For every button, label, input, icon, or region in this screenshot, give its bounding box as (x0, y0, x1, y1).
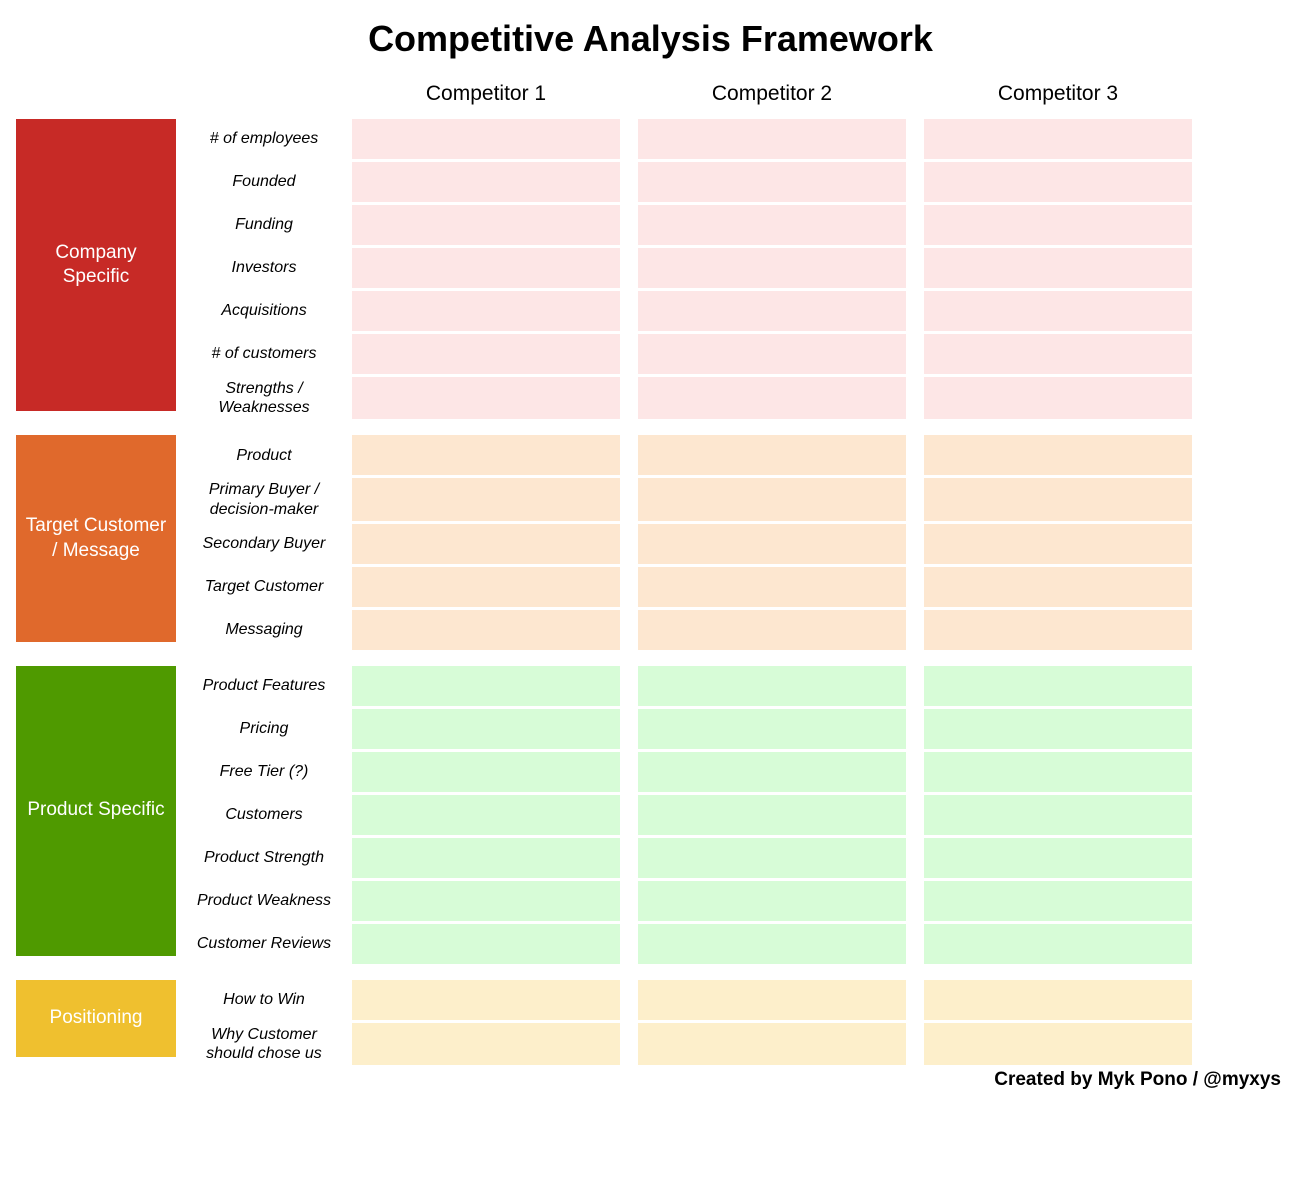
data-cell[interactable] (924, 291, 1192, 331)
row-label: Free Tier (?) (194, 752, 334, 792)
row-label: Strengths / Weaknesses (194, 377, 334, 419)
data-cell[interactable] (352, 524, 620, 564)
data-cell[interactable] (638, 435, 906, 475)
data-cell[interactable] (352, 435, 620, 475)
data-cell[interactable] (638, 795, 906, 835)
row-label: Founded (194, 162, 334, 202)
data-cell[interactable] (352, 795, 620, 835)
row-label: Product (194, 435, 334, 475)
data-cell[interactable] (638, 567, 906, 607)
data-cell[interactable] (352, 119, 620, 159)
data-cell[interactable] (924, 709, 1192, 749)
data-cell[interactable] (352, 291, 620, 331)
data-cell[interactable] (352, 838, 620, 878)
data-cell[interactable] (352, 666, 620, 706)
data-cell[interactable] (352, 610, 620, 650)
row-label: Why Customer should chose us (194, 1023, 334, 1065)
data-cell[interactable] (924, 478, 1192, 520)
data-cell[interactable] (638, 334, 906, 374)
data-cell[interactable] (924, 795, 1192, 835)
data-cell[interactable] (352, 881, 620, 921)
data-cell[interactable] (924, 524, 1192, 564)
row-label: Acquisitions (194, 291, 334, 331)
data-cell[interactable] (352, 162, 620, 202)
data-cell[interactable] (924, 377, 1192, 419)
data-cell[interactable] (352, 334, 620, 374)
data-cell[interactable] (638, 524, 906, 564)
data-cell[interactable] (638, 666, 906, 706)
data-cell[interactable] (352, 752, 620, 792)
data-cell[interactable] (352, 709, 620, 749)
data-cell[interactable] (638, 478, 906, 520)
data-cell[interactable] (638, 162, 906, 202)
row-label: # of customers (194, 334, 334, 374)
data-cell[interactable] (638, 291, 906, 331)
data-cell[interactable] (924, 119, 1192, 159)
row-label: Primary Buyer / decision-maker (194, 478, 334, 520)
data-cell[interactable] (352, 567, 620, 607)
data-cell[interactable] (638, 709, 906, 749)
data-cell[interactable] (638, 980, 906, 1020)
data-cell[interactable] (352, 980, 620, 1020)
data-cell[interactable] (638, 881, 906, 921)
row-label: Messaging (194, 610, 334, 650)
data-cell[interactable] (924, 610, 1192, 650)
row-label: Customer Reviews (194, 924, 334, 964)
competitor-header-1: Competitor 1 (352, 78, 620, 116)
row-label: Funding (194, 205, 334, 245)
data-cell[interactable] (924, 334, 1192, 374)
competitor-header-3: Competitor 3 (924, 78, 1192, 116)
data-cell[interactable] (352, 205, 620, 245)
data-cell[interactable] (638, 248, 906, 288)
row-label: # of employees (194, 119, 334, 159)
data-cell[interactable] (924, 567, 1192, 607)
data-cell[interactable] (924, 881, 1192, 921)
data-cell[interactable] (638, 752, 906, 792)
data-cell[interactable] (638, 838, 906, 878)
data-cell[interactable] (352, 1023, 620, 1065)
framework-grid: Competitor 1 Competitor 2 Competitor 3 Comp… (10, 78, 1291, 1065)
row-label: Customers (194, 795, 334, 835)
data-cell[interactable] (352, 924, 620, 964)
data-cell[interactable] (924, 205, 1192, 245)
row-label: Secondary Buyer (194, 524, 334, 564)
row-label: Product Strength (194, 838, 334, 878)
row-label: Product Features (194, 666, 334, 706)
data-cell[interactable] (638, 610, 906, 650)
data-cell[interactable] (924, 435, 1192, 475)
competitor-header-2: Competitor 2 (638, 78, 906, 116)
data-cell[interactable] (638, 377, 906, 419)
data-cell[interactable] (638, 205, 906, 245)
row-label: Investors (194, 248, 334, 288)
section-label-1: Company Specific (16, 119, 176, 411)
data-cell[interactable] (352, 248, 620, 288)
data-cell[interactable] (924, 838, 1192, 878)
data-cell[interactable] (638, 119, 906, 159)
section-label-3: Product Specific (16, 666, 176, 956)
data-cell[interactable] (924, 924, 1192, 964)
data-cell[interactable] (924, 980, 1192, 1020)
data-cell[interactable] (924, 752, 1192, 792)
data-cell[interactable] (924, 162, 1192, 202)
data-cell[interactable] (638, 1023, 906, 1065)
row-label: Pricing (194, 709, 334, 749)
data-cell[interactable] (924, 666, 1192, 706)
data-cell[interactable] (638, 924, 906, 964)
credit-line: Created by Myk Pono / @myxys (10, 1065, 1291, 1091)
row-label: Product Weakness (194, 881, 334, 921)
row-label: Target Customer (194, 567, 334, 607)
section-label-4: Positioning (16, 980, 176, 1057)
data-cell[interactable] (352, 377, 620, 419)
data-cell[interactable] (352, 478, 620, 520)
data-cell[interactable] (924, 1023, 1192, 1065)
section-label-2: Target Customer / Message (16, 435, 176, 641)
data-cell[interactable] (924, 248, 1192, 288)
row-label: How to Win (194, 980, 334, 1020)
page-title: Competitive Analysis Framework (10, 18, 1291, 60)
